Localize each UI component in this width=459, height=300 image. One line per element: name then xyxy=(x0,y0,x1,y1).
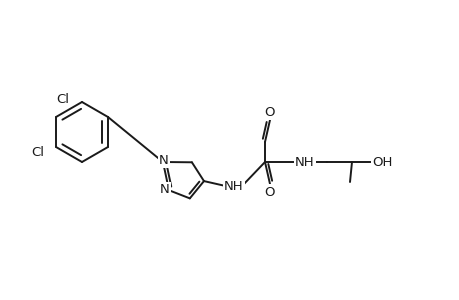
Text: O: O xyxy=(264,106,274,118)
Text: N: N xyxy=(159,154,168,166)
Text: N: N xyxy=(160,183,169,196)
Text: O: O xyxy=(264,185,274,199)
Text: NH: NH xyxy=(295,155,314,169)
Text: Cl: Cl xyxy=(31,146,44,158)
Text: Cl: Cl xyxy=(56,92,69,106)
Text: NH: NH xyxy=(224,180,243,193)
Text: OH: OH xyxy=(371,155,392,169)
